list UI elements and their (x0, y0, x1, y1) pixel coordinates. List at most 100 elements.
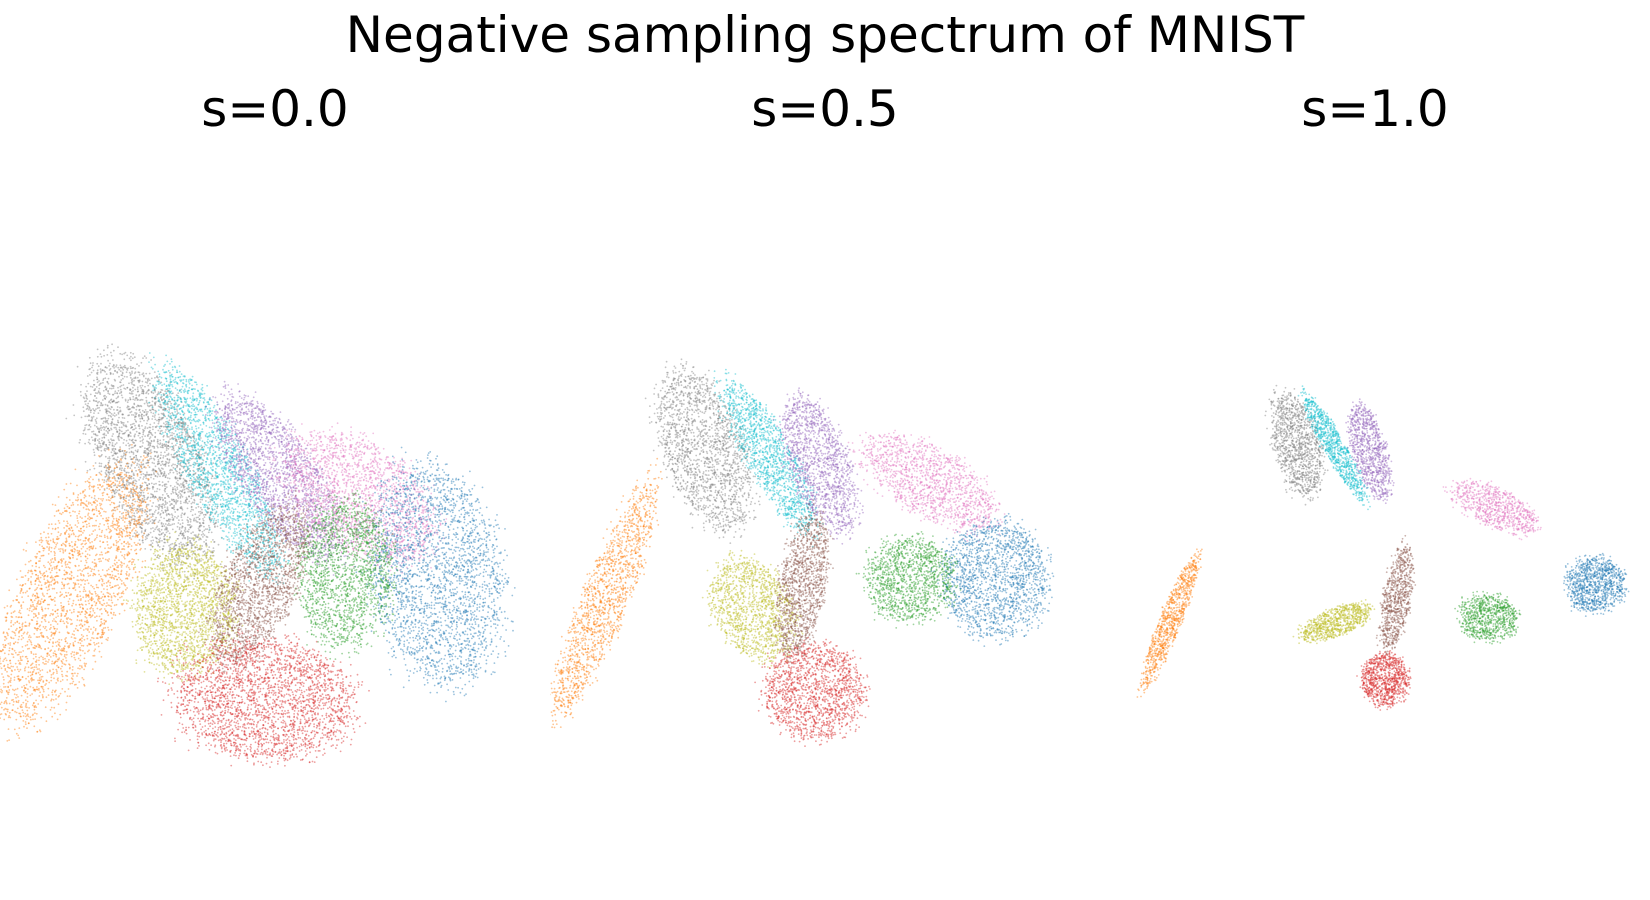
scatter-point (123, 364, 126, 367)
scatter-point (181, 420, 184, 422)
scatter-point (99, 392, 101, 394)
scatter-point (91, 386, 94, 388)
scatter-point (190, 502, 193, 505)
scatter-point (103, 432, 106, 435)
scatter-point (166, 360, 169, 363)
scatter-point (168, 419, 171, 422)
scatter-point (330, 501, 332, 504)
scatter-point (217, 434, 220, 437)
scatter-point (131, 378, 134, 380)
scatter-point (174, 468, 177, 471)
scatter-point (271, 561, 273, 564)
scatter-point (189, 510, 192, 513)
scatter-point (132, 398, 135, 401)
scatter-point (255, 479, 258, 482)
scatter-point (104, 386, 107, 389)
scatter-point (183, 412, 186, 415)
scatter-point (147, 459, 149, 462)
scatter-point (227, 523, 230, 526)
scatter-point (234, 544, 237, 546)
scatter-point (221, 495, 223, 498)
scatter-point (193, 517, 196, 520)
scatter-point (162, 413, 164, 416)
scatter-point (182, 422, 185, 425)
scatter-point (205, 504, 208, 506)
scatter-point (157, 393, 160, 395)
scatter-point (161, 446, 164, 449)
scatter-point (128, 499, 130, 501)
scatter-point (176, 517, 178, 519)
scatter-point (110, 351, 112, 354)
scatter-point (165, 483, 168, 486)
scatter-point (182, 481, 185, 484)
scatter-point (121, 505, 124, 508)
scatter-point (190, 404, 193, 407)
scatter-point (123, 438, 125, 441)
scatter-point (154, 426, 157, 428)
scatter-point (150, 366, 153, 369)
scatter-point (101, 426, 104, 429)
scatter-point (142, 494, 145, 497)
scatter-point (120, 469, 123, 472)
scatter-point (128, 371, 131, 374)
scatter-point (144, 452, 147, 454)
scatter-point (131, 499, 134, 502)
scatter-point (247, 395, 250, 398)
scatter-point (153, 371, 156, 373)
scatter-point (143, 411, 146, 413)
scatter-point (247, 520, 250, 523)
scatter-point (118, 426, 121, 429)
scatter-point (198, 399, 201, 402)
scatter-point (97, 478, 100, 481)
scatter-point (169, 524, 172, 526)
scatter-point (206, 412, 209, 414)
scatter-point (148, 430, 151, 433)
scatter-point (146, 402, 149, 405)
scatter-point (191, 395, 194, 398)
scatter-point (114, 488, 117, 491)
scatter-point (225, 426, 227, 429)
scatter-point (256, 514, 259, 516)
scatter-point (246, 526, 249, 529)
scatter-point (221, 505, 224, 507)
scatter-point (164, 476, 167, 478)
scatter-point (206, 414, 209, 417)
scatter-point (195, 397, 198, 400)
scatter-point (170, 492, 173, 495)
scatter-point (133, 474, 136, 476)
scatter-point (176, 470, 178, 473)
scatter-point (197, 480, 200, 483)
scatter-point (109, 402, 112, 404)
scatter-point (261, 547, 264, 550)
scatter-point (164, 534, 166, 537)
scatter-point (104, 377, 107, 380)
scatter-point (166, 402, 169, 404)
scatter-point (191, 445, 194, 447)
scatter-point (148, 426, 151, 429)
scatter-point (202, 414, 205, 416)
scatter-point (137, 425, 140, 427)
scatter-point (149, 455, 152, 458)
scatter-point (127, 429, 129, 432)
scatter-point (211, 550, 214, 553)
scatter-point (103, 447, 106, 450)
scatter-point (181, 547, 183, 549)
scatter-point (194, 534, 197, 537)
scatter-point (112, 454, 115, 457)
scatter-point (238, 530, 241, 533)
scatter-point (199, 433, 202, 436)
scatter-point (125, 444, 127, 447)
scatter-point (154, 388, 156, 391)
scatter-point (164, 390, 167, 393)
scatter-point (97, 427, 99, 429)
scatter-point (108, 407, 110, 410)
scatter-point (203, 441, 206, 444)
scatter-point (89, 409, 92, 412)
scatter-point (168, 461, 171, 463)
scatter-point (123, 358, 126, 361)
scatter-point (170, 380, 173, 383)
scatter-point (159, 403, 162, 406)
scatter-point (166, 493, 168, 495)
scatter-point (178, 545, 181, 548)
scatter-point (91, 366, 93, 369)
